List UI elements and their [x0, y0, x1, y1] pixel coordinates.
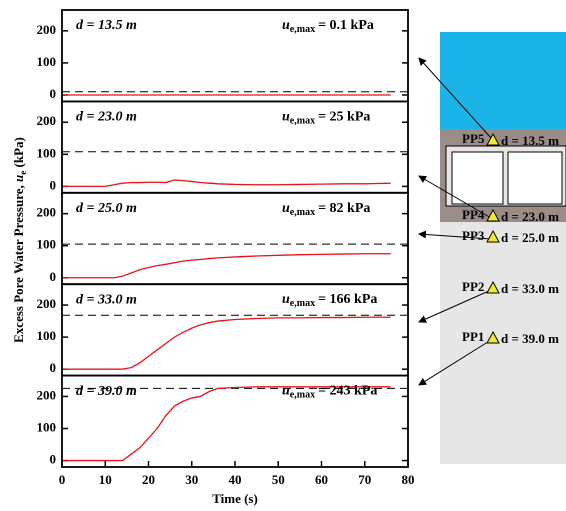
y-tick-label: 100	[37, 237, 57, 252]
y-tick-label: 0	[50, 269, 57, 284]
subscript: e,max	[290, 24, 315, 35]
depth-annotation: d = 13.5 m	[76, 18, 137, 33]
max-pressure-annotation: ue,max= 25 kPa	[282, 110, 370, 127]
y-tick-label: 0	[50, 177, 57, 192]
subscript: e,max	[290, 116, 315, 127]
sensor-depth: d = 25.0 m	[501, 230, 559, 245]
x-tick-label: 60	[315, 472, 328, 487]
y-tick-label: 0	[50, 452, 57, 467]
y-axis-label: Excess Pore Water Pressure, ue (kPa)	[11, 137, 28, 343]
x-tick-label: 80	[402, 472, 415, 487]
y-tick-label: 200	[37, 205, 57, 220]
x-axis-label: Time (s)	[212, 491, 258, 506]
sensor-depth: d = 13.5 m	[501, 133, 559, 148]
sensor-label: PP4	[462, 207, 485, 222]
x-tick-label: 10	[99, 472, 112, 487]
figure: 0100200d = 13.5 mue,max= 0.1 kPa0100200d…	[0, 0, 566, 511]
max-pressure-annotation: ue,max= 82 kPa	[282, 201, 370, 218]
y-tick-label: 100	[37, 328, 57, 343]
x-tick-label: 20	[142, 472, 155, 487]
value-text: = 0.1 kPa	[318, 18, 374, 33]
x-tick-label: 70	[358, 472, 371, 487]
depth-annotation: d = 33.0 m	[76, 292, 137, 307]
sensor-label: PP2	[462, 279, 484, 294]
symbol: u	[282, 292, 290, 307]
value-text: = 243 kPa	[318, 384, 377, 399]
depth-annotation: d = 25.0 m	[76, 201, 137, 216]
sensor-label: PP1	[462, 329, 484, 344]
value-text: = 166 kPa	[318, 292, 377, 307]
sensor-depth: d = 33.0 m	[501, 281, 559, 296]
sensor-label: PP3	[462, 228, 485, 243]
y-tick-label: 0	[50, 86, 57, 101]
site-diagram	[440, 32, 566, 464]
y-tick-label: 100	[37, 145, 57, 160]
max-pressure-annotation: ue,max= 166 kPa	[282, 292, 377, 309]
sensor-label: PP5	[462, 131, 485, 146]
x-tick-label: 0	[59, 472, 66, 487]
data-line	[62, 254, 391, 278]
y-tick-label: 200	[37, 113, 57, 128]
sensor-depth: d = 39.0 m	[501, 331, 559, 346]
symbol: u	[282, 201, 290, 216]
x-tick-label: 40	[229, 472, 242, 487]
symbol: u	[282, 18, 290, 33]
subscript: e,max	[290, 390, 315, 401]
subscript: e,max	[290, 207, 315, 218]
subscript: e,max	[290, 298, 315, 309]
x-tick-label: 30	[185, 472, 198, 487]
y-tick-label: 0	[50, 360, 57, 375]
y-tick-label: 200	[37, 296, 57, 311]
symbol: u	[282, 384, 290, 399]
value-text: = 82 kPa	[318, 201, 370, 216]
max-pressure-annotation: ue,max= 0.1 kPa	[282, 18, 374, 35]
value-text: = 25 kPa	[318, 110, 370, 125]
sensor-depth: d = 23.0 m	[501, 209, 559, 224]
depth-annotation: d = 23.0 m	[76, 110, 137, 125]
y-tick-label: 100	[37, 420, 57, 435]
y-tick-label: 100	[37, 54, 57, 69]
data-line	[62, 317, 391, 369]
y-tick-label: 200	[37, 387, 57, 402]
symbol: u	[282, 110, 290, 125]
x-tick-label: 50	[272, 472, 285, 487]
y-tick-label: 200	[37, 22, 57, 37]
data-line	[62, 180, 391, 186]
depth-annotation: d = 39.0 m	[76, 384, 137, 399]
